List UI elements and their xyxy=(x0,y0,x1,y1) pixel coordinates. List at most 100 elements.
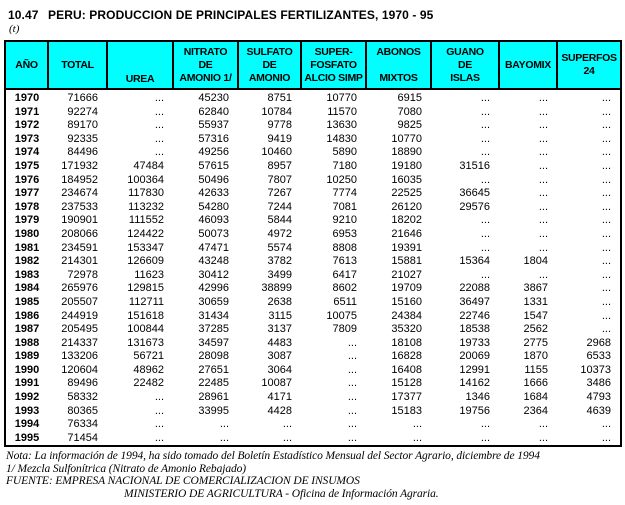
column-header: TOTAL xyxy=(47,40,108,90)
column-header: GUANO DE ISLAS xyxy=(430,40,500,90)
value-cell: ... xyxy=(601,431,611,444)
table-row: 1990 120604 48962 27651 3064... 16408 12991 115… xyxy=(5,364,621,378)
value-cell: 2968 xyxy=(586,336,611,349)
value-cell: 9419 xyxy=(267,132,292,145)
value-cell: ... xyxy=(480,132,490,145)
value-cell: ... xyxy=(480,92,490,104)
value-cell: 10250 xyxy=(326,173,357,186)
value-cell: ... xyxy=(601,173,611,186)
value-cell: 89170 xyxy=(67,119,98,132)
table-row: 1981 234591 153347 47471 5574 8808 19391......… xyxy=(5,242,621,256)
year-cell: 1989 xyxy=(14,350,40,363)
value-cell: 71666 xyxy=(67,92,98,104)
value-cell: 15160 xyxy=(391,295,422,308)
value-cell: 42996 xyxy=(198,282,229,295)
table-row: 1986 244919 151618 31434 3115 10075 24384 22746… xyxy=(5,310,621,324)
value-cell: 16408 xyxy=(391,363,422,376)
year-cell: 1972 xyxy=(14,119,40,132)
value-cell: 153347 xyxy=(127,241,164,254)
value-cell: 19709 xyxy=(391,282,422,295)
value-cell: ... xyxy=(154,92,164,104)
value-cell: 1331 xyxy=(523,295,548,308)
value-cell: ... xyxy=(412,431,422,444)
year-cell: 1994 xyxy=(14,418,40,431)
value-cell: 5574 xyxy=(267,241,292,254)
value-cell: 1155 xyxy=(524,363,548,376)
value-cell: 20069 xyxy=(459,350,490,363)
value-cell: 113232 xyxy=(128,200,164,213)
value-cell: 72978 xyxy=(67,268,98,281)
value-cell: ... xyxy=(480,268,490,281)
year-cell: 1981 xyxy=(14,241,40,254)
value-cell: ... xyxy=(480,241,490,254)
value-cell: 237533 xyxy=(61,200,98,213)
value-cell: ... xyxy=(601,268,611,281)
value-cell: 3137 xyxy=(267,323,292,336)
value-cell: 18538 xyxy=(459,323,490,336)
value-cell: 208066 xyxy=(61,227,98,240)
table-row: 1980 208066 124422 50073 4972 6953 21646......… xyxy=(5,228,621,242)
value-cell: ... xyxy=(538,214,548,227)
year-cell: 1993 xyxy=(14,404,40,417)
value-cell: 49256 xyxy=(198,146,229,159)
value-cell: 4639 xyxy=(586,404,611,417)
table-header: AÑO TOTAL UREA NITRATO DE AMONIO 1/SULFATO … xyxy=(4,40,622,90)
column-header: SUPERFOS 24 xyxy=(556,40,622,90)
table-row: 1975 171932 47484 57615 8957 7180 19180 31516..… xyxy=(5,160,621,174)
value-cell: 3867 xyxy=(523,282,548,295)
table-row: 1983 72978 11623 30412 3499 6417 21027........… xyxy=(5,269,621,283)
value-cell: 112711 xyxy=(128,295,164,308)
value-cell: 124422 xyxy=(127,227,164,240)
value-cell: ... xyxy=(601,241,611,254)
year-cell: 1986 xyxy=(14,309,40,322)
year-cell: 1980 xyxy=(14,227,40,240)
value-cell: 26120 xyxy=(391,200,422,213)
year-cell: 1976 xyxy=(14,173,40,186)
value-cell: 1547 xyxy=(523,309,548,322)
header-row: AÑO TOTAL UREA NITRATO DE AMONIO 1/SULFATO … xyxy=(4,40,622,90)
table-row: 1984 265976 129815 42996 38899 8602 19709 22088… xyxy=(5,282,621,296)
table-row: 1970 71666... 45230 8751 10770 6915......... xyxy=(5,89,621,106)
value-cell: 22485 xyxy=(198,377,229,390)
value-cell: 43248 xyxy=(198,255,229,268)
column-header: SULFATO DE AMONIO xyxy=(237,40,302,90)
value-cell: ... xyxy=(601,214,611,227)
value-cell: ... xyxy=(154,132,164,145)
value-cell: 36645 xyxy=(459,187,490,200)
fertilizer-production-table: AÑO TOTAL UREA NITRATO DE AMONIO 1/SULFATO … xyxy=(4,40,622,448)
value-cell: ... xyxy=(601,146,611,159)
footnote-ref-line: 1/ Mezcla Sulfonítrica (Nitrato de Amoni… xyxy=(6,462,246,475)
column-header: AÑO xyxy=(4,40,49,90)
value-cell: ... xyxy=(538,146,548,159)
value-cell: 18202 xyxy=(391,214,422,227)
value-cell: 92274 xyxy=(67,105,98,118)
table-row: 1971 92274... 62840 10784 11570 7080......... xyxy=(5,106,621,120)
value-cell: ... xyxy=(538,159,548,172)
value-cell: 18890 xyxy=(391,146,422,159)
value-cell: ... xyxy=(601,309,611,322)
value-cell: ... xyxy=(347,363,357,376)
value-cell: ... xyxy=(601,282,611,295)
value-cell: 117830 xyxy=(128,187,164,200)
value-cell: ... xyxy=(538,105,548,118)
value-cell: 100364 xyxy=(127,173,164,186)
value-cell: ... xyxy=(601,187,611,200)
value-cell: 12991 xyxy=(459,363,490,376)
value-cell: ... xyxy=(601,92,611,104)
value-cell: 38899 xyxy=(261,282,292,295)
year-cell: 1975 xyxy=(14,159,40,172)
value-cell: 54280 xyxy=(198,200,229,213)
year-cell: 1991 xyxy=(14,377,40,390)
value-cell: 7081 xyxy=(332,200,357,213)
value-cell: 8751 xyxy=(267,92,292,104)
value-cell: 30412 xyxy=(198,268,229,281)
value-cell: ... xyxy=(601,105,611,118)
value-cell: 21027 xyxy=(391,268,422,281)
value-cell: 214301 xyxy=(61,255,98,268)
value-cell: 6511 xyxy=(333,295,357,308)
value-cell: 48962 xyxy=(133,363,164,376)
unit-label: (t) xyxy=(9,23,20,35)
value-cell: 126609 xyxy=(127,255,164,268)
value-cell: ... xyxy=(282,418,292,431)
year-cell: 1995 xyxy=(14,431,40,444)
